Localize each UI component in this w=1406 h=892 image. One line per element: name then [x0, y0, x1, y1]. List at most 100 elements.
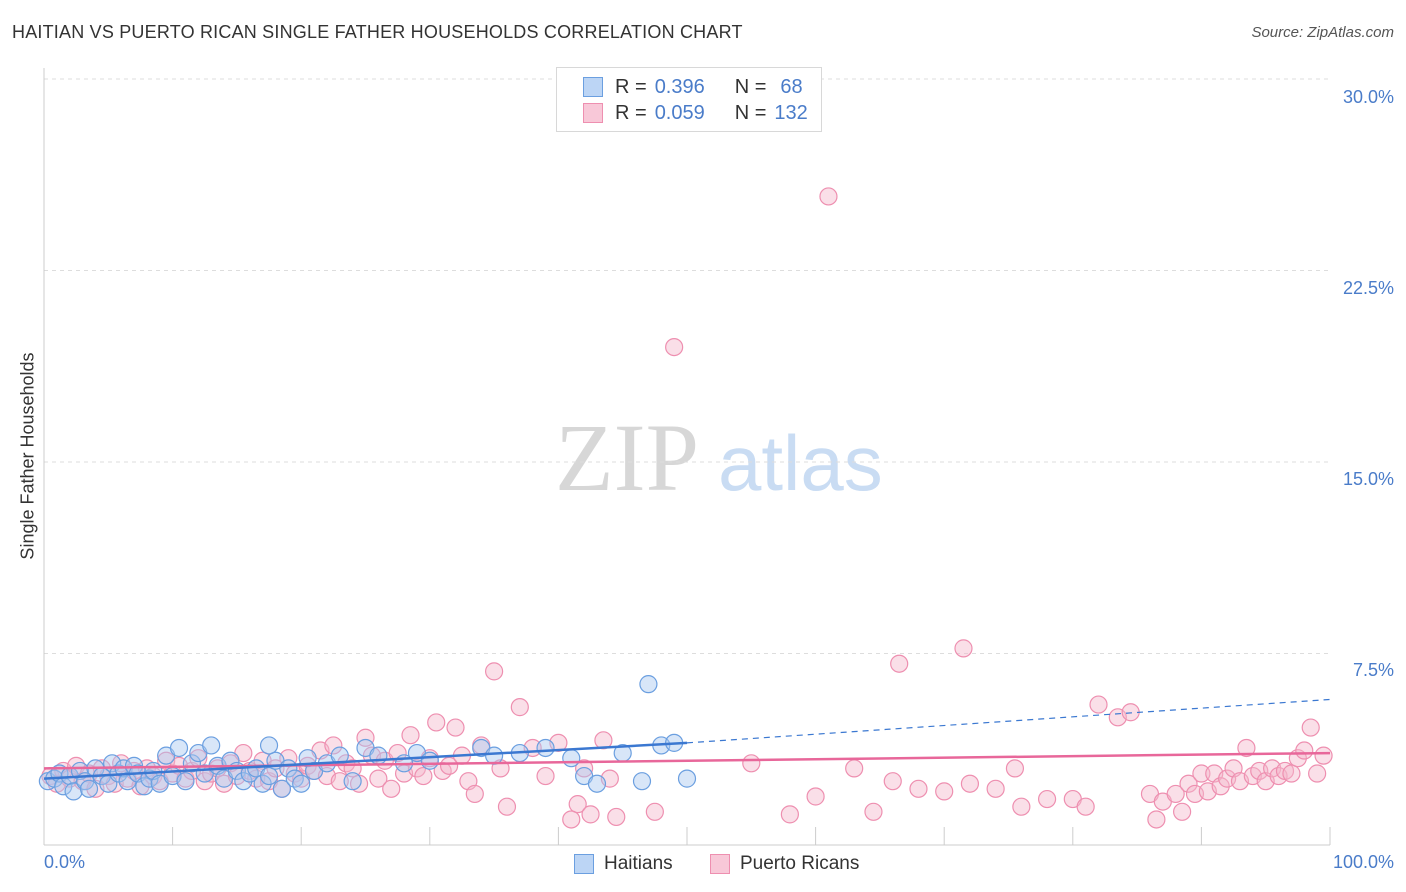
n-value: 68	[780, 75, 803, 98]
puerto-rican-point	[510, 698, 529, 717]
puerto-rican-point	[665, 338, 684, 357]
puerto-rican-point	[806, 787, 825, 806]
puerto-rican-point	[986, 779, 1005, 798]
haitian-point	[343, 772, 362, 791]
puerto-rican-point	[960, 774, 980, 793]
r-label: R =	[615, 75, 647, 98]
legend-label: Puerto Ricans	[740, 853, 860, 874]
haitian-point	[562, 749, 581, 768]
puerto-rican-point	[414, 766, 433, 786]
puerto-rican-point	[883, 772, 902, 791]
puerto-rican-point	[562, 810, 581, 829]
pink-swatch	[710, 854, 730, 874]
x-tick-label: 100.0%	[1332, 852, 1394, 872]
r-value: 0.396	[654, 75, 705, 98]
puerto-rican-point	[1147, 810, 1166, 829]
legend-label: Haitians	[604, 853, 673, 874]
axes	[43, 68, 1331, 846]
n-label: N =	[734, 75, 767, 98]
puerto-rican-point	[382, 779, 401, 798]
puerto-rican-point	[935, 782, 954, 801]
puerto-rican-point	[1005, 759, 1025, 778]
puerto-rican-point	[1308, 764, 1327, 783]
haitian-point	[202, 736, 221, 755]
puerto-rican-point	[845, 759, 864, 778]
puerto-rican-point	[607, 807, 626, 827]
chart-title: HAITIAN VS PUERTO RICAN SINGLE FATHER HO…	[12, 22, 743, 42]
trend-lines	[43, 698, 1331, 780]
haitian-point	[587, 774, 607, 793]
puerto-rican-point	[330, 772, 349, 791]
puerto-rican-point	[439, 756, 459, 775]
puerto-rican-point	[645, 802, 664, 821]
puerto-rican-point	[1089, 695, 1108, 714]
puerto-rican-point	[780, 805, 799, 824]
puerto-rican-point	[864, 802, 883, 821]
puerto-rican-point	[909, 779, 928, 798]
haitian-point	[639, 675, 658, 694]
y-tick-label: 30.0%	[1342, 87, 1394, 107]
haitian-point	[272, 779, 292, 798]
haitian-point	[64, 782, 83, 801]
legend-item-puerto-ricans: Puerto Ricans	[710, 852, 859, 876]
puerto-rican-point	[1301, 718, 1320, 737]
puerto-rican-point	[401, 726, 420, 745]
puerto-rican-point	[819, 187, 838, 206]
haitian-point	[632, 772, 652, 791]
r-value: 0.059	[654, 101, 705, 124]
haitian-point	[176, 772, 195, 791]
y-axis-label: Single Father Households	[17, 352, 38, 560]
puerto-rican-point	[1012, 797, 1031, 816]
x-tick-label: 0.0%	[44, 852, 86, 872]
haitian-trend-extension	[686, 698, 1331, 744]
puerto-rican-point	[1282, 764, 1301, 783]
puerto-rican-point	[324, 736, 343, 755]
blue-swatch	[583, 77, 603, 97]
legend-row-puerto-ricans: R = 0.059 N = 132	[583, 101, 808, 125]
puerto-rican-point	[485, 662, 504, 681]
haitian-point	[259, 766, 279, 786]
haitian-point	[536, 738, 555, 758]
puerto-rican-point	[536, 766, 555, 786]
puerto-rican-point	[1037, 789, 1057, 809]
source-credit: Source: ZipAtlas.com	[1251, 24, 1394, 41]
puerto-rican-point	[581, 805, 600, 824]
haitian-point	[420, 751, 439, 770]
puerto-rican-point	[388, 743, 407, 763]
puerto-rican-point	[446, 718, 465, 737]
haitian-point	[677, 769, 697, 788]
puerto-rican-point	[1121, 703, 1140, 722]
watermark-atlas: atlas	[718, 419, 883, 507]
puerto-rican-point	[427, 713, 446, 732]
grid-lines	[44, 78, 1330, 654]
haitian-point	[485, 746, 504, 765]
puerto-rican-point	[890, 654, 909, 673]
puerto-rican-point	[1166, 784, 1185, 804]
watermark-zip: ZIP	[555, 404, 699, 511]
y-tick-label: 15.0%	[1342, 469, 1394, 489]
puerto-rican-point	[1076, 797, 1095, 816]
y-tick-label: 7.5%	[1352, 660, 1394, 680]
n-value: 132	[774, 101, 808, 124]
puerto-rican-point	[1179, 774, 1198, 793]
pink-swatch	[583, 103, 603, 123]
haitian-point	[118, 772, 137, 791]
puerto-rican-point	[1237, 738, 1256, 758]
puerto-rican-point	[1295, 741, 1314, 760]
haitian-point	[292, 774, 311, 793]
puerto-rican-point	[575, 759, 594, 778]
puerto-rican-point	[465, 784, 484, 804]
y-tick-label: 22.5%	[1342, 278, 1394, 298]
haitian-point	[259, 736, 279, 755]
haitian-trend-line	[43, 741, 688, 780]
correlation-legend: R = 0.396 N = 68 R = 0.059 N = 132	[556, 67, 822, 132]
r-label: R =	[615, 101, 647, 124]
puerto-rican-point	[594, 731, 613, 750]
puerto-rican-point	[954, 639, 973, 658]
puerto-rican-point	[1314, 746, 1333, 765]
legend-item-haitians: Haitians	[574, 852, 673, 876]
puerto-rican-point	[497, 797, 517, 816]
haitian-point	[79, 779, 99, 798]
blue-swatch	[574, 854, 594, 874]
